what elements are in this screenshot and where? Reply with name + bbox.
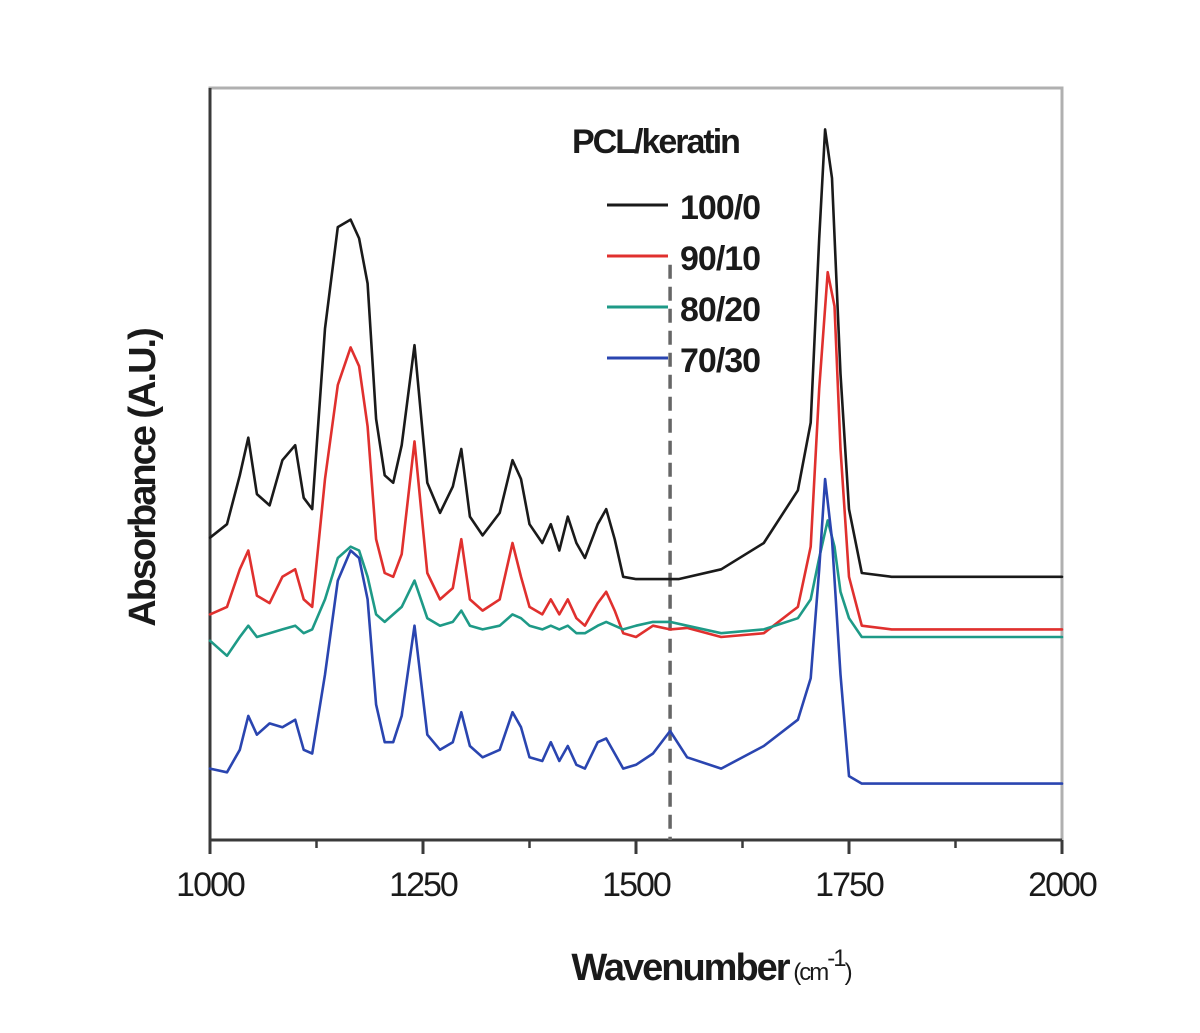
x-tick-label: 2000 [1028, 866, 1097, 904]
x-axis-title-units-close: ) [845, 959, 852, 986]
series-layer [208, 128, 1064, 785]
x-tick-label: 1000 [176, 866, 245, 904]
series-line-80-20 [208, 519, 1064, 658]
plot-frame [208, 86, 1064, 842]
series-line-100-0 [208, 128, 1064, 581]
series-line-70-30 [208, 477, 1064, 785]
legend-label: 70/30 [680, 342, 760, 380]
x-tick-label: 1750 [815, 866, 884, 904]
series-line-90-10 [208, 270, 1064, 639]
legend-entries: 100/0 90/10 80/20 70/30 [607, 189, 761, 380]
x-tick-label: 1500 [602, 866, 671, 904]
legend: PCL/keratin 100/0 90/10 80/20 70/30 [572, 123, 761, 380]
plot-border [208, 86, 1064, 842]
x-tick-label: 1250 [389, 866, 458, 904]
y-axis-title: Absorbance (A.U.) [122, 329, 164, 627]
x-ticks: 1000 1250 1500 1750 2000 [176, 840, 1099, 904]
x-axis-title-units-open: (cm [789, 959, 829, 986]
x-axis-title: Wavenumber (cm-1) [571, 945, 851, 989]
legend-label: 80/20 [680, 291, 760, 329]
legend-title: PCL/keratin [572, 123, 739, 161]
legend-label: 90/10 [680, 240, 760, 278]
x-axis-title-main: Wavenumber [571, 947, 790, 989]
legend-label: 100/0 [680, 189, 760, 227]
x-axis-title-units-sup: -1 [827, 945, 846, 972]
